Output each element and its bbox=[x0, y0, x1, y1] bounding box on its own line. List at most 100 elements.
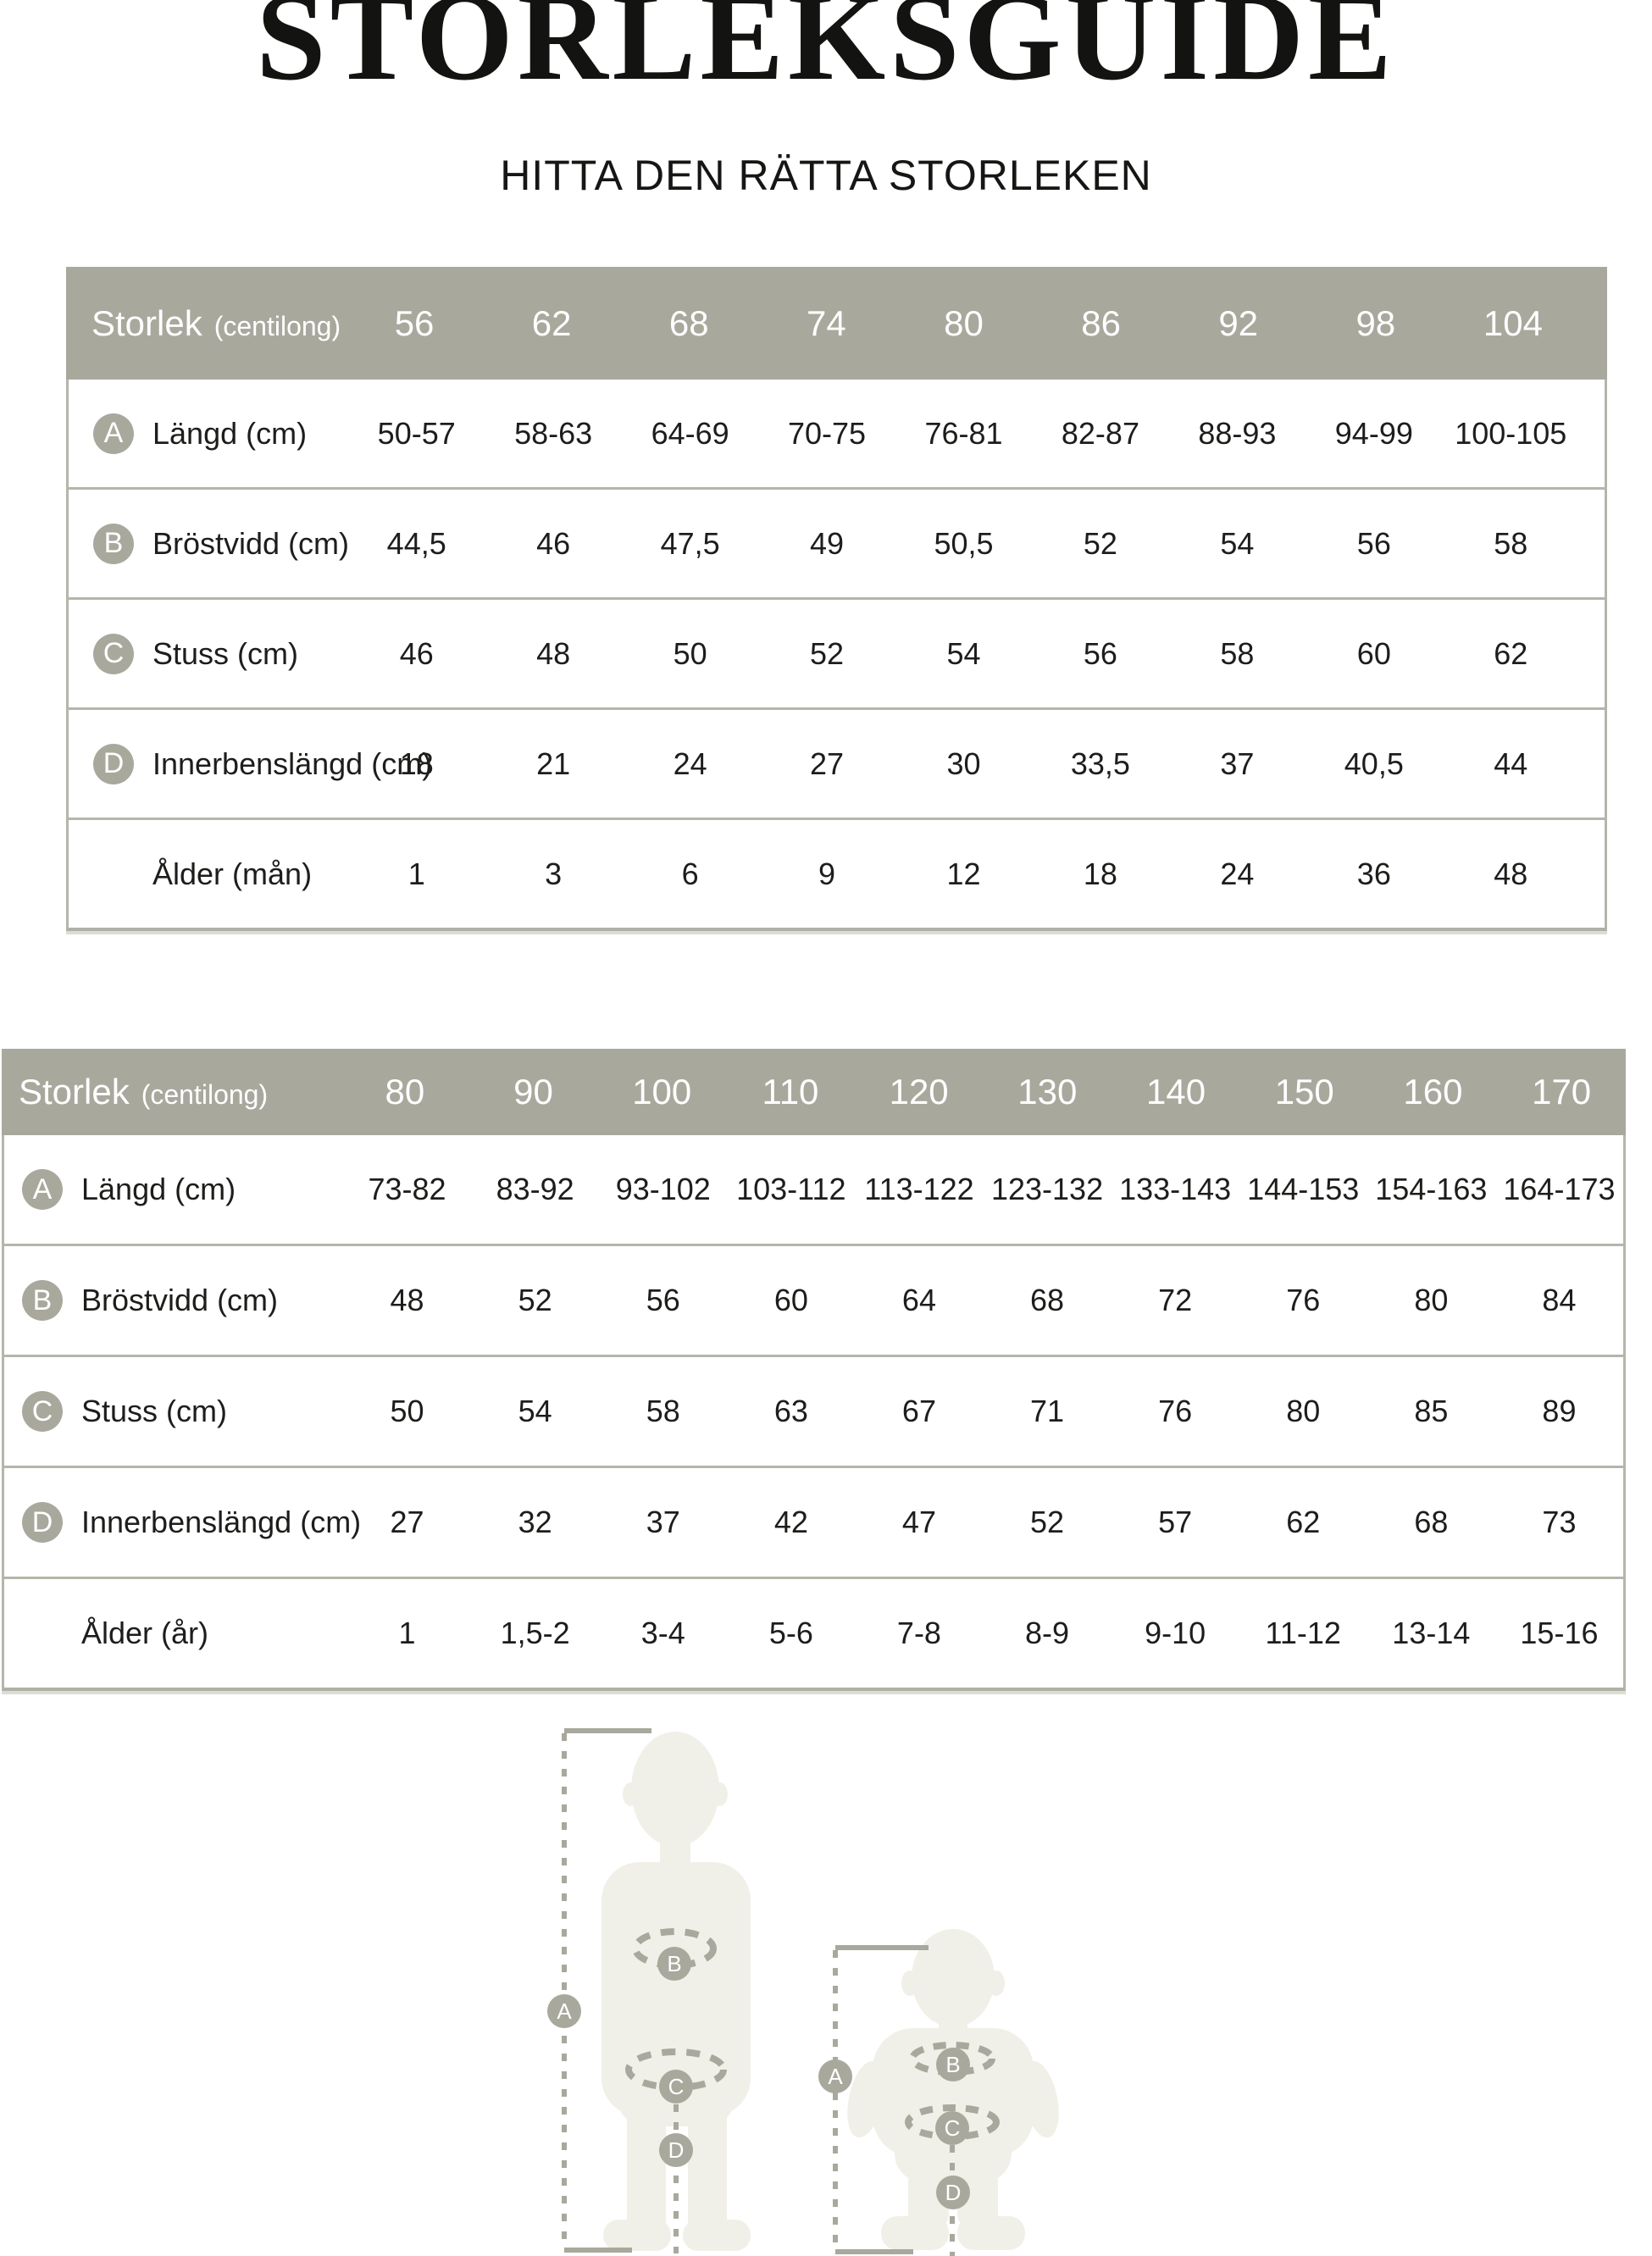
size-column-header: 90 bbox=[513, 1072, 553, 1111]
cell: 154-163 bbox=[1375, 1172, 1488, 1206]
cell: 70-75 bbox=[788, 415, 867, 451]
size-column-header: 62 bbox=[531, 302, 572, 343]
badge-b-icon bbox=[936, 2048, 970, 2081]
size-column-header: 86 bbox=[1081, 302, 1121, 343]
measure-badge-b: B bbox=[93, 523, 134, 564]
badge-d-icon bbox=[936, 2176, 970, 2209]
cell: 84 bbox=[1542, 1283, 1577, 1317]
cell: 37 bbox=[1220, 746, 1255, 781]
cell: 63 bbox=[773, 1394, 808, 1428]
cell: 30 bbox=[946, 746, 981, 781]
cell: 6 bbox=[681, 856, 699, 891]
header-label-main: Storlek bbox=[19, 1072, 130, 1111]
cell: 80 bbox=[1286, 1394, 1321, 1428]
row-label-text: Bröstvidd (cm) bbox=[152, 525, 350, 561]
cell: 72 bbox=[1158, 1283, 1193, 1317]
toddler-measure-badges: A B C D bbox=[818, 2048, 970, 2209]
cell: 85 bbox=[1414, 1394, 1449, 1428]
cell: 113-122 bbox=[864, 1172, 974, 1206]
cell: 58 bbox=[1494, 525, 1528, 561]
cell: 56 bbox=[1083, 635, 1117, 671]
cell: 68 bbox=[1414, 1505, 1449, 1539]
cell: 76 bbox=[1158, 1394, 1193, 1428]
cell: 9 bbox=[818, 856, 836, 891]
badge-b-label: B bbox=[945, 2052, 960, 2077]
cell: 3-4 bbox=[640, 1616, 685, 1650]
badge-a-icon bbox=[547, 1994, 581, 2028]
row-label: B Bröstvidd (cm) bbox=[69, 523, 350, 564]
cell: 50 bbox=[673, 635, 707, 671]
measure-badge-c: C bbox=[93, 633, 134, 674]
size-column-header: 130 bbox=[1017, 1072, 1078, 1111]
size-column-header: 68 bbox=[668, 302, 709, 343]
cell: 1 bbox=[407, 856, 425, 891]
cell: 44,5 bbox=[386, 525, 446, 561]
cell: 48 bbox=[536, 635, 571, 671]
table-row: A Längd (cm) 73-82 83-92 93-102 103-112 … bbox=[4, 1135, 1623, 1244]
page-title: STORLEKSGUIDE bbox=[256, 0, 1396, 107]
size-column-header: 100 bbox=[632, 1072, 692, 1111]
cell: 54 bbox=[518, 1394, 552, 1428]
cell: 73-82 bbox=[368, 1172, 446, 1206]
badge-c-icon bbox=[935, 2111, 969, 2145]
cell: 40,5 bbox=[1344, 746, 1404, 781]
table-row: A Längd (cm) 50-57 58-63 64-69 70-75 76-… bbox=[69, 380, 1605, 487]
cell: 56 bbox=[646, 1283, 680, 1317]
cell: 103-112 bbox=[736, 1172, 846, 1206]
cell: 133-143 bbox=[1119, 1172, 1232, 1206]
table-row: Ålder (år) 1 1,5-2 3-4 5-6 7-8 8-9 9-10 … bbox=[4, 1577, 1623, 1688]
child-measure-marks bbox=[562, 1728, 727, 2253]
row-label: Ålder (mån) bbox=[69, 854, 348, 895]
cell: 52 bbox=[518, 1283, 552, 1317]
cell: 67 bbox=[901, 1394, 936, 1428]
cell: 52 bbox=[1083, 525, 1117, 561]
measure-badge-a: A bbox=[22, 1169, 63, 1210]
table-row: D Innerbenslängd (cm) 18 21 24 27 30 33,… bbox=[69, 707, 1605, 818]
size-table-baby: Storlek (centilong) 56 62 68 74 80 86 92… bbox=[66, 267, 1607, 931]
table-header-row: Storlek (centilong) 56 62 68 74 80 86 92… bbox=[66, 267, 1607, 380]
cell: 71 bbox=[1030, 1394, 1065, 1428]
cell: 44 bbox=[1494, 746, 1528, 781]
table-body: A Längd (cm) 50-57 58-63 64-69 70-75 76-… bbox=[66, 380, 1607, 931]
cell: 27 bbox=[390, 1505, 424, 1539]
cell: 49 bbox=[810, 525, 845, 561]
row-label-text: Ålder (mån) bbox=[152, 856, 313, 891]
cell: 46 bbox=[399, 635, 434, 671]
cell: 60 bbox=[1356, 635, 1391, 671]
cell: 64 bbox=[901, 1283, 936, 1317]
table-header-row: Storlek (centilong) 80 90 100 110 120 13… bbox=[2, 1049, 1626, 1135]
cell: 93-102 bbox=[615, 1172, 711, 1206]
cell: 60 bbox=[773, 1283, 808, 1317]
cell: 58-63 bbox=[514, 415, 593, 451]
header-label-sub: (centilong) bbox=[213, 310, 341, 341]
table-row: B Bröstvidd (cm) 44,5 46 47,5 49 50,5 52… bbox=[69, 487, 1605, 597]
row-label: D Innerbenslängd (cm) bbox=[4, 1502, 361, 1543]
row-label: C Stuss (cm) bbox=[69, 633, 348, 674]
cell: 1,5-2 bbox=[500, 1616, 570, 1650]
row-label-text: Ålder (år) bbox=[81, 1616, 209, 1650]
size-column-header: 74 bbox=[807, 302, 846, 343]
cell: 82-87 bbox=[1061, 415, 1139, 451]
cell: 52 bbox=[1030, 1505, 1065, 1539]
chest-dashed-ellipse bbox=[632, 1928, 717, 1969]
cell: 18 bbox=[399, 746, 434, 781]
cell: 58 bbox=[646, 1394, 680, 1428]
cell: 18 bbox=[1083, 856, 1117, 891]
header-label-main: Storlek bbox=[91, 302, 202, 343]
row-label-text: Bröstvidd (cm) bbox=[81, 1283, 279, 1317]
cell: 46 bbox=[536, 525, 571, 561]
cell: 56 bbox=[1356, 525, 1391, 561]
size-column-header: 80 bbox=[385, 1072, 425, 1111]
row-label: C Stuss (cm) bbox=[4, 1391, 343, 1432]
cell: 50 bbox=[390, 1394, 424, 1428]
table-row: C Stuss (cm) 46 48 50 52 54 56 58 60 62 bbox=[69, 597, 1605, 707]
cell: 62 bbox=[1494, 635, 1528, 671]
cell: 8-9 bbox=[1025, 1616, 1070, 1650]
cell: 27 bbox=[810, 746, 845, 781]
table-row: C Stuss (cm) 50 54 58 63 67 71 76 80 85 … bbox=[4, 1355, 1623, 1466]
badge-b-icon bbox=[657, 1947, 691, 1981]
size-column-header: 150 bbox=[1274, 1072, 1334, 1111]
cell: 1 bbox=[398, 1616, 416, 1650]
size-column-header: 92 bbox=[1218, 302, 1259, 343]
